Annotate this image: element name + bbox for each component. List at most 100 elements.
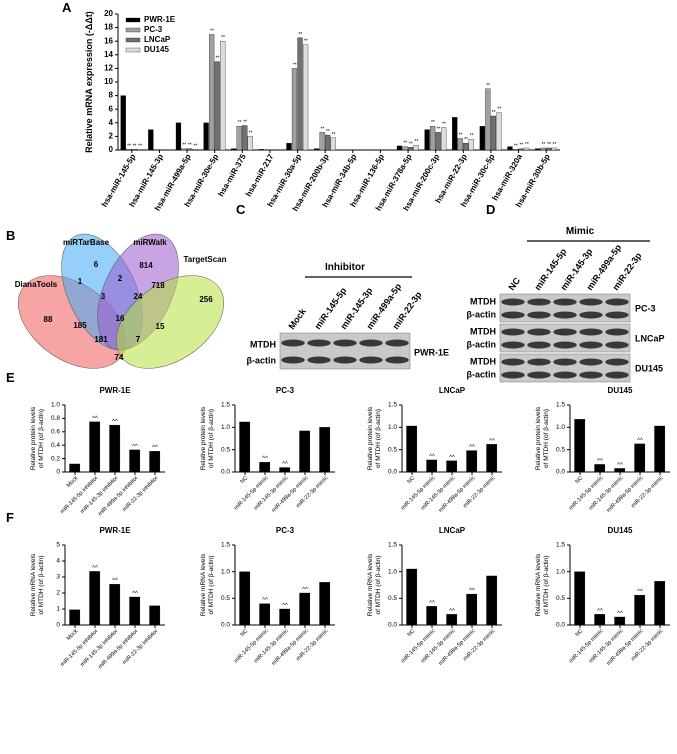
y-tick-label: 5 [56, 542, 60, 549]
y-tick-label: 1.5 [388, 542, 397, 549]
x-tick-label: hsa-miR-375 [216, 152, 248, 198]
y-tick-label: 0.5 [556, 595, 565, 602]
blot-band [359, 339, 383, 347]
bar [109, 424, 121, 473]
y-axis-label: of MTDH (of β-actin) [208, 409, 215, 468]
bar [149, 451, 161, 473]
bar [89, 571, 101, 626]
y-tick-label: 0.6 [51, 429, 60, 436]
significance-marker: ** [320, 126, 324, 132]
bar [512, 149, 519, 151]
blot-band [579, 298, 603, 306]
bar [496, 112, 502, 151]
significance-marker: ** [436, 126, 440, 132]
significance-marker: ** [249, 130, 253, 136]
panel-letter: B [6, 228, 15, 243]
venn-set-label: DianaTools [15, 280, 58, 289]
bar [69, 463, 81, 473]
blot-band [579, 311, 603, 319]
bar [279, 467, 291, 473]
significance-marker: ** [547, 142, 551, 148]
bar [242, 125, 248, 151]
blot-band [527, 341, 551, 349]
significance-marker: ^^ [637, 438, 643, 444]
bar [654, 425, 666, 473]
bar [446, 460, 458, 473]
y-tick-label: 0.0 [388, 622, 397, 629]
legend-label: PWR-1E [144, 15, 176, 24]
y-tick-label: 16 [104, 36, 113, 45]
y-tick-label: 1.5 [556, 542, 565, 549]
venn-count: 6 [94, 260, 99, 269]
y-tick-label: 8 [109, 91, 114, 100]
bar [468, 138, 474, 151]
chart-title: PC-3 [276, 386, 295, 395]
x-tick-label: hsa-miR-217 [244, 152, 276, 198]
x-tick-label: miR-145-3p inhibitor [80, 628, 120, 668]
y-tick-label: 1.5 [221, 402, 230, 409]
significance-marker: ** [188, 143, 192, 149]
venn-count: 74 [115, 353, 124, 362]
significance-marker: ^^ [152, 445, 158, 451]
venn-count: 2 [118, 274, 123, 283]
blot-band [281, 339, 305, 347]
bar [435, 132, 441, 151]
y-tick-label: 1.0 [556, 424, 565, 431]
bar [452, 117, 458, 151]
x-tick-label: Mock [66, 475, 80, 489]
blot-band [553, 298, 577, 306]
bar [302, 44, 309, 151]
venn-count: 1 [78, 277, 83, 286]
blot-band [501, 298, 525, 306]
significance-marker: ** [243, 120, 247, 126]
x-tick-label: miR-499a-5p mimic [271, 475, 310, 514]
significance-marker: ** [127, 143, 131, 149]
significance-marker: ** [221, 35, 225, 41]
significance-marker: ^^ [132, 591, 138, 597]
y-tick-label: 0 [56, 622, 60, 629]
significance-marker: ** [238, 120, 242, 126]
y-tick-label: 1.0 [388, 568, 397, 575]
panel-letter: A [62, 0, 72, 15]
significance-marker: ** [298, 32, 302, 38]
bar [424, 129, 430, 151]
bar [175, 122, 182, 151]
significance-marker: ** [326, 129, 330, 135]
blot-band [605, 298, 629, 306]
y-tick-label: 0.5 [221, 446, 230, 453]
venn-count: 718 [151, 281, 165, 290]
x-tick-label: miR-145-5p inhibitor [60, 475, 100, 515]
significance-marker: ** [470, 133, 474, 139]
row-label: MTDH [470, 296, 496, 306]
significance-marker: ** [442, 122, 446, 128]
x-tick-label: NC [239, 628, 249, 638]
bar [634, 594, 646, 626]
blot-band [527, 298, 551, 306]
significance-marker: ^^ [302, 587, 308, 593]
y-tick-label: 0.8 [51, 415, 60, 422]
bar [507, 146, 513, 151]
bar [614, 616, 626, 626]
chart-title: DU145 [608, 526, 633, 535]
venn-count: 24 [134, 292, 143, 301]
blot-band [501, 341, 525, 349]
bar [231, 148, 237, 151]
x-tick-label: miR-499a-5p mimic [606, 628, 645, 667]
bar [239, 421, 251, 473]
bar [426, 459, 438, 473]
bar [396, 145, 403, 151]
bar [466, 593, 478, 626]
y-tick-label: 4 [56, 558, 60, 565]
significance-marker: ^^ [617, 611, 623, 617]
y-axis-label: Relative mRNA expression (-ΔΔt) [84, 11, 94, 153]
significance-marker: ** [332, 132, 336, 138]
blot-membrane [279, 332, 411, 370]
cell-line-label: PWR-1E [414, 347, 449, 357]
x-tick-label: miR-22-3p inhibitor [122, 628, 160, 666]
significance-marker: ^^ [282, 462, 288, 468]
blot-title: Mimic [566, 226, 595, 237]
significance-marker: ** [409, 141, 413, 147]
blot-band [553, 341, 577, 349]
bar [186, 148, 193, 151]
